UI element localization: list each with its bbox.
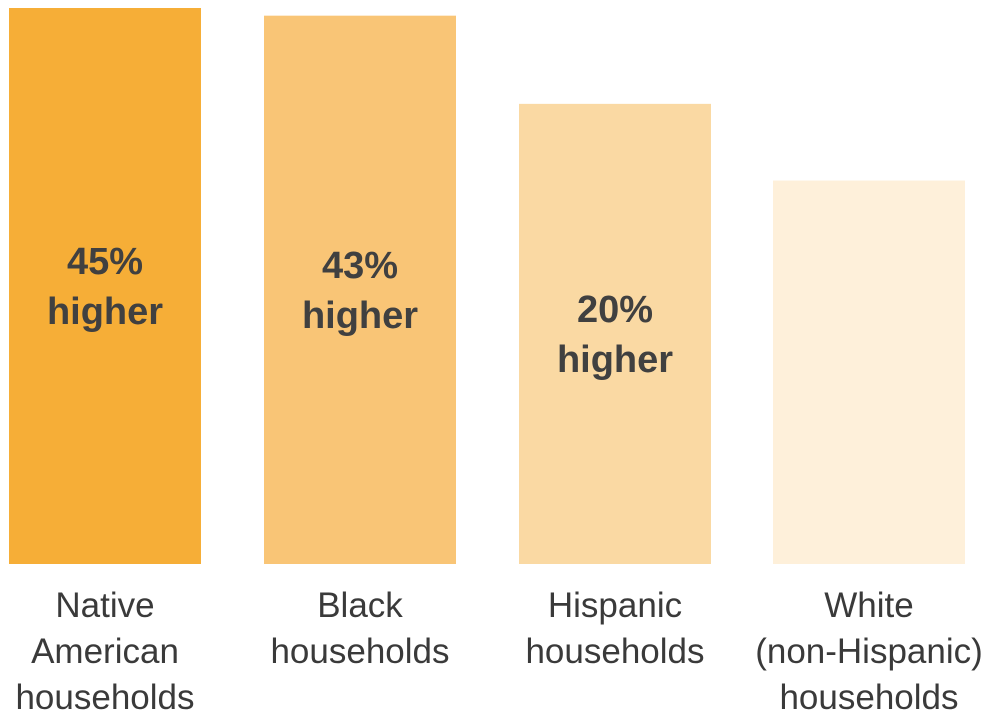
data-label-1-1: higher [302, 295, 418, 337]
data-label-2-0: 20% [577, 289, 653, 331]
category-label-2-0: Hispanic [548, 586, 682, 625]
bar-0 [9, 8, 201, 564]
category-label-1-0: Black [317, 586, 403, 625]
data-label-1-0: 43% [322, 245, 398, 287]
data-label-2-1: higher [557, 339, 673, 381]
category-label-0-1: American [31, 632, 179, 671]
category-label-3-1: (non-Hispanic) [755, 632, 983, 671]
category-label-1-1: households [270, 632, 449, 671]
bar-1 [264, 15, 456, 565]
category-label-3-0: White [824, 586, 913, 625]
data-labels-group: 45% higher 43% higher 20% higher [47, 241, 673, 381]
data-label-0-0: 45% [67, 241, 143, 283]
bar-3 [773, 180, 965, 564]
data-label-0-1: higher [47, 291, 163, 333]
bar-2 [519, 103, 711, 565]
category-labels-group: Native American households Black households H… [15, 586, 982, 717]
category-label-3-2: households [779, 678, 958, 717]
category-label-2-1: households [525, 632, 704, 671]
bars-group [9, 8, 965, 565]
category-label-0-2: households [15, 678, 194, 717]
category-label-0-0: Native [55, 586, 154, 625]
